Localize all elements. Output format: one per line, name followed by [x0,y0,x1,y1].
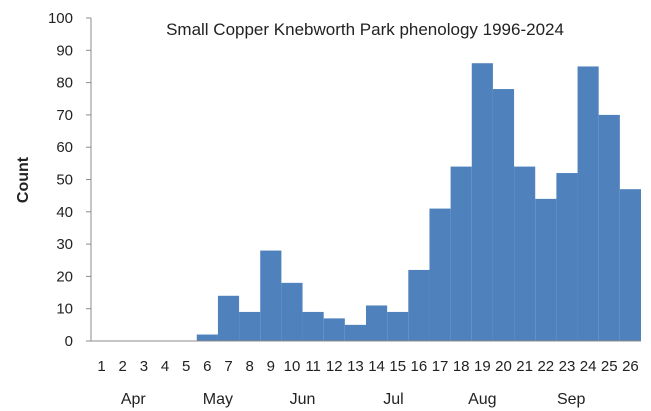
x-tick-label: 21 [516,358,533,375]
x-tick-label: 7 [224,358,232,375]
month-label: Jun [290,391,316,408]
bar-week-20 [492,89,515,341]
month-labels: Apr May Jun Jul Aug Sep [121,391,586,408]
bar-week-16 [408,269,430,341]
x-tick-label: 12 [326,358,343,375]
x-tick-label: 10 [284,358,301,375]
x-tick-label: 20 [495,358,512,375]
bar-week-23 [556,173,578,341]
y-tick-label: 60 [56,139,73,156]
y-tick-label: 80 [56,75,73,92]
y-tick-label: 40 [56,204,73,221]
bar-week-26 [619,189,641,341]
x-tick-label: 23 [559,358,576,375]
y-tick-label: 50 [56,172,73,189]
y-tick-label: 0 [65,333,73,350]
bar-week-11 [302,311,324,341]
bars [196,63,641,342]
x-tick-label: 14 [368,358,385,375]
y-tick-label: 20 [56,268,73,285]
bar-week-8 [239,311,261,341]
bar-week-21 [514,166,536,341]
y-tick-label: 30 [56,236,73,253]
x-tick-label: 8 [245,358,253,375]
x-tick-label: 11 [305,358,321,375]
y-tick-label: 100 [48,10,73,27]
x-tick-label: 9 [267,358,275,375]
y-tick-label: 10 [56,301,73,318]
bar-week-22 [535,198,557,341]
bar-week-13 [344,324,366,341]
bar-week-18 [450,166,472,341]
x-tick-label: 16 [411,358,428,375]
x-tick-label: 2 [119,358,127,375]
month-label: Sep [557,391,586,408]
x-tick-label: 5 [182,358,190,375]
x-tick-label: 4 [161,358,169,375]
bar-week-17 [429,208,451,341]
x-tick-label: 15 [389,358,406,375]
x-axis: 1 2 3 4 5 6 7 8 9 10 11 12 13 14 15 16 17 18 19 20 21 22 23 24 2… [91,340,641,375]
x-tick-label: 22 [537,358,554,375]
x-tick-label: 17 [432,358,449,375]
bar-week-15 [387,311,409,341]
x-tick-label: 19 [474,358,491,375]
bar-week-9 [260,250,282,341]
month-label: Aug [468,391,496,408]
bar-week-25 [598,114,620,342]
y-tick-label: 70 [56,107,73,124]
month-label: May [203,391,233,408]
y-tick-label: 90 [56,42,73,59]
x-tick-label: 26 [622,358,639,375]
bar-week-19 [471,63,493,341]
bar-week-10 [281,282,303,341]
bar-week-12 [323,318,345,341]
y-axis-label: Count [15,156,32,203]
chart-title: Small Copper Knebworth Park phenology 19… [166,20,564,39]
month-label: Jul [383,391,403,408]
x-tick-label: 6 [203,358,211,375]
x-tick-label: 13 [347,358,364,375]
x-tick-label: 1 [97,358,105,375]
y-axis: 0 10 20 30 40 50 60 70 80 90 100 [48,10,92,350]
x-tick-label: 3 [140,358,148,375]
x-tick-label: 18 [453,358,470,375]
month-label: Apr [121,391,147,408]
bar-week-7 [217,295,240,341]
x-tick-label: 25 [601,358,618,375]
x-tick-label: 24 [580,358,597,375]
bar-week-14 [366,305,388,341]
bar-week-24 [577,66,599,341]
bar-week-6 [196,334,218,341]
